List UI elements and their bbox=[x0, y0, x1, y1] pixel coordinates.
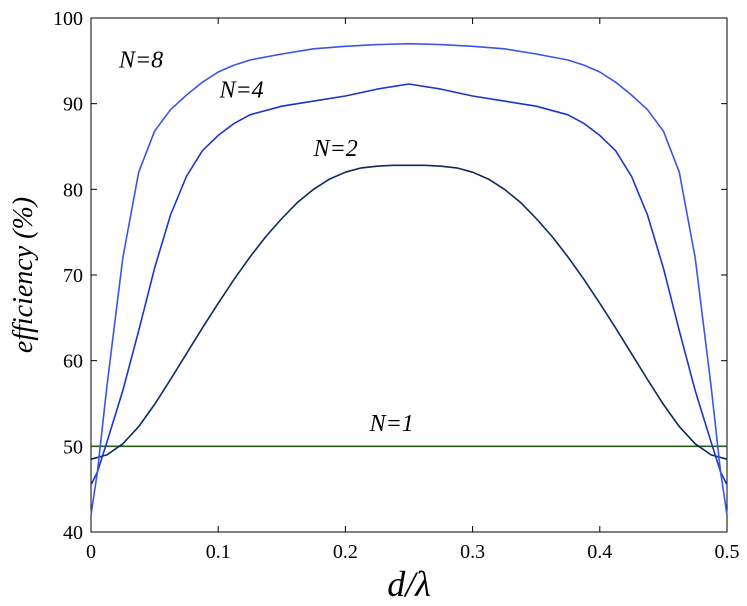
y-tick-label: 60 bbox=[63, 351, 83, 373]
y-axis-label: efficiency (%) bbox=[8, 197, 39, 353]
x-tick-label: 0.3 bbox=[460, 541, 485, 563]
y-tick-label: 50 bbox=[63, 436, 83, 458]
series-line-n2 bbox=[90, 164, 728, 460]
y-tick-label: 100 bbox=[53, 8, 83, 30]
x-tick-label: 0 bbox=[86, 541, 96, 563]
curve-label-n8: N=8 bbox=[118, 48, 163, 74]
axis-ticks bbox=[90, 17, 728, 533]
curve-labels: N=8 N=4 N=2 N=1 bbox=[118, 48, 414, 437]
series-lines bbox=[90, 42, 728, 516]
y-tick-label: 40 bbox=[63, 522, 83, 544]
x-axis-label: d/λ bbox=[387, 564, 431, 604]
x-tick-label: 0.4 bbox=[587, 541, 612, 563]
x-tick-label: 0.5 bbox=[715, 541, 740, 563]
curve-label-n2: N=2 bbox=[313, 136, 358, 162]
tick-labels: 0 0.1 0.2 0.3 0.4 0.5 40 50 60 70 80 90 100 bbox=[53, 8, 740, 563]
curve-label-n4: N=4 bbox=[218, 78, 263, 104]
y-tick-label: 90 bbox=[63, 94, 83, 116]
series-line-n4 bbox=[90, 83, 728, 486]
series-line-n8 bbox=[90, 42, 728, 516]
y-tick-label: 70 bbox=[63, 265, 83, 287]
x-tick-label: 0.2 bbox=[333, 541, 358, 563]
curve-label-n1: N=1 bbox=[369, 411, 414, 437]
y-tick-label: 80 bbox=[63, 179, 83, 201]
x-tick-label: 0.1 bbox=[206, 541, 231, 563]
